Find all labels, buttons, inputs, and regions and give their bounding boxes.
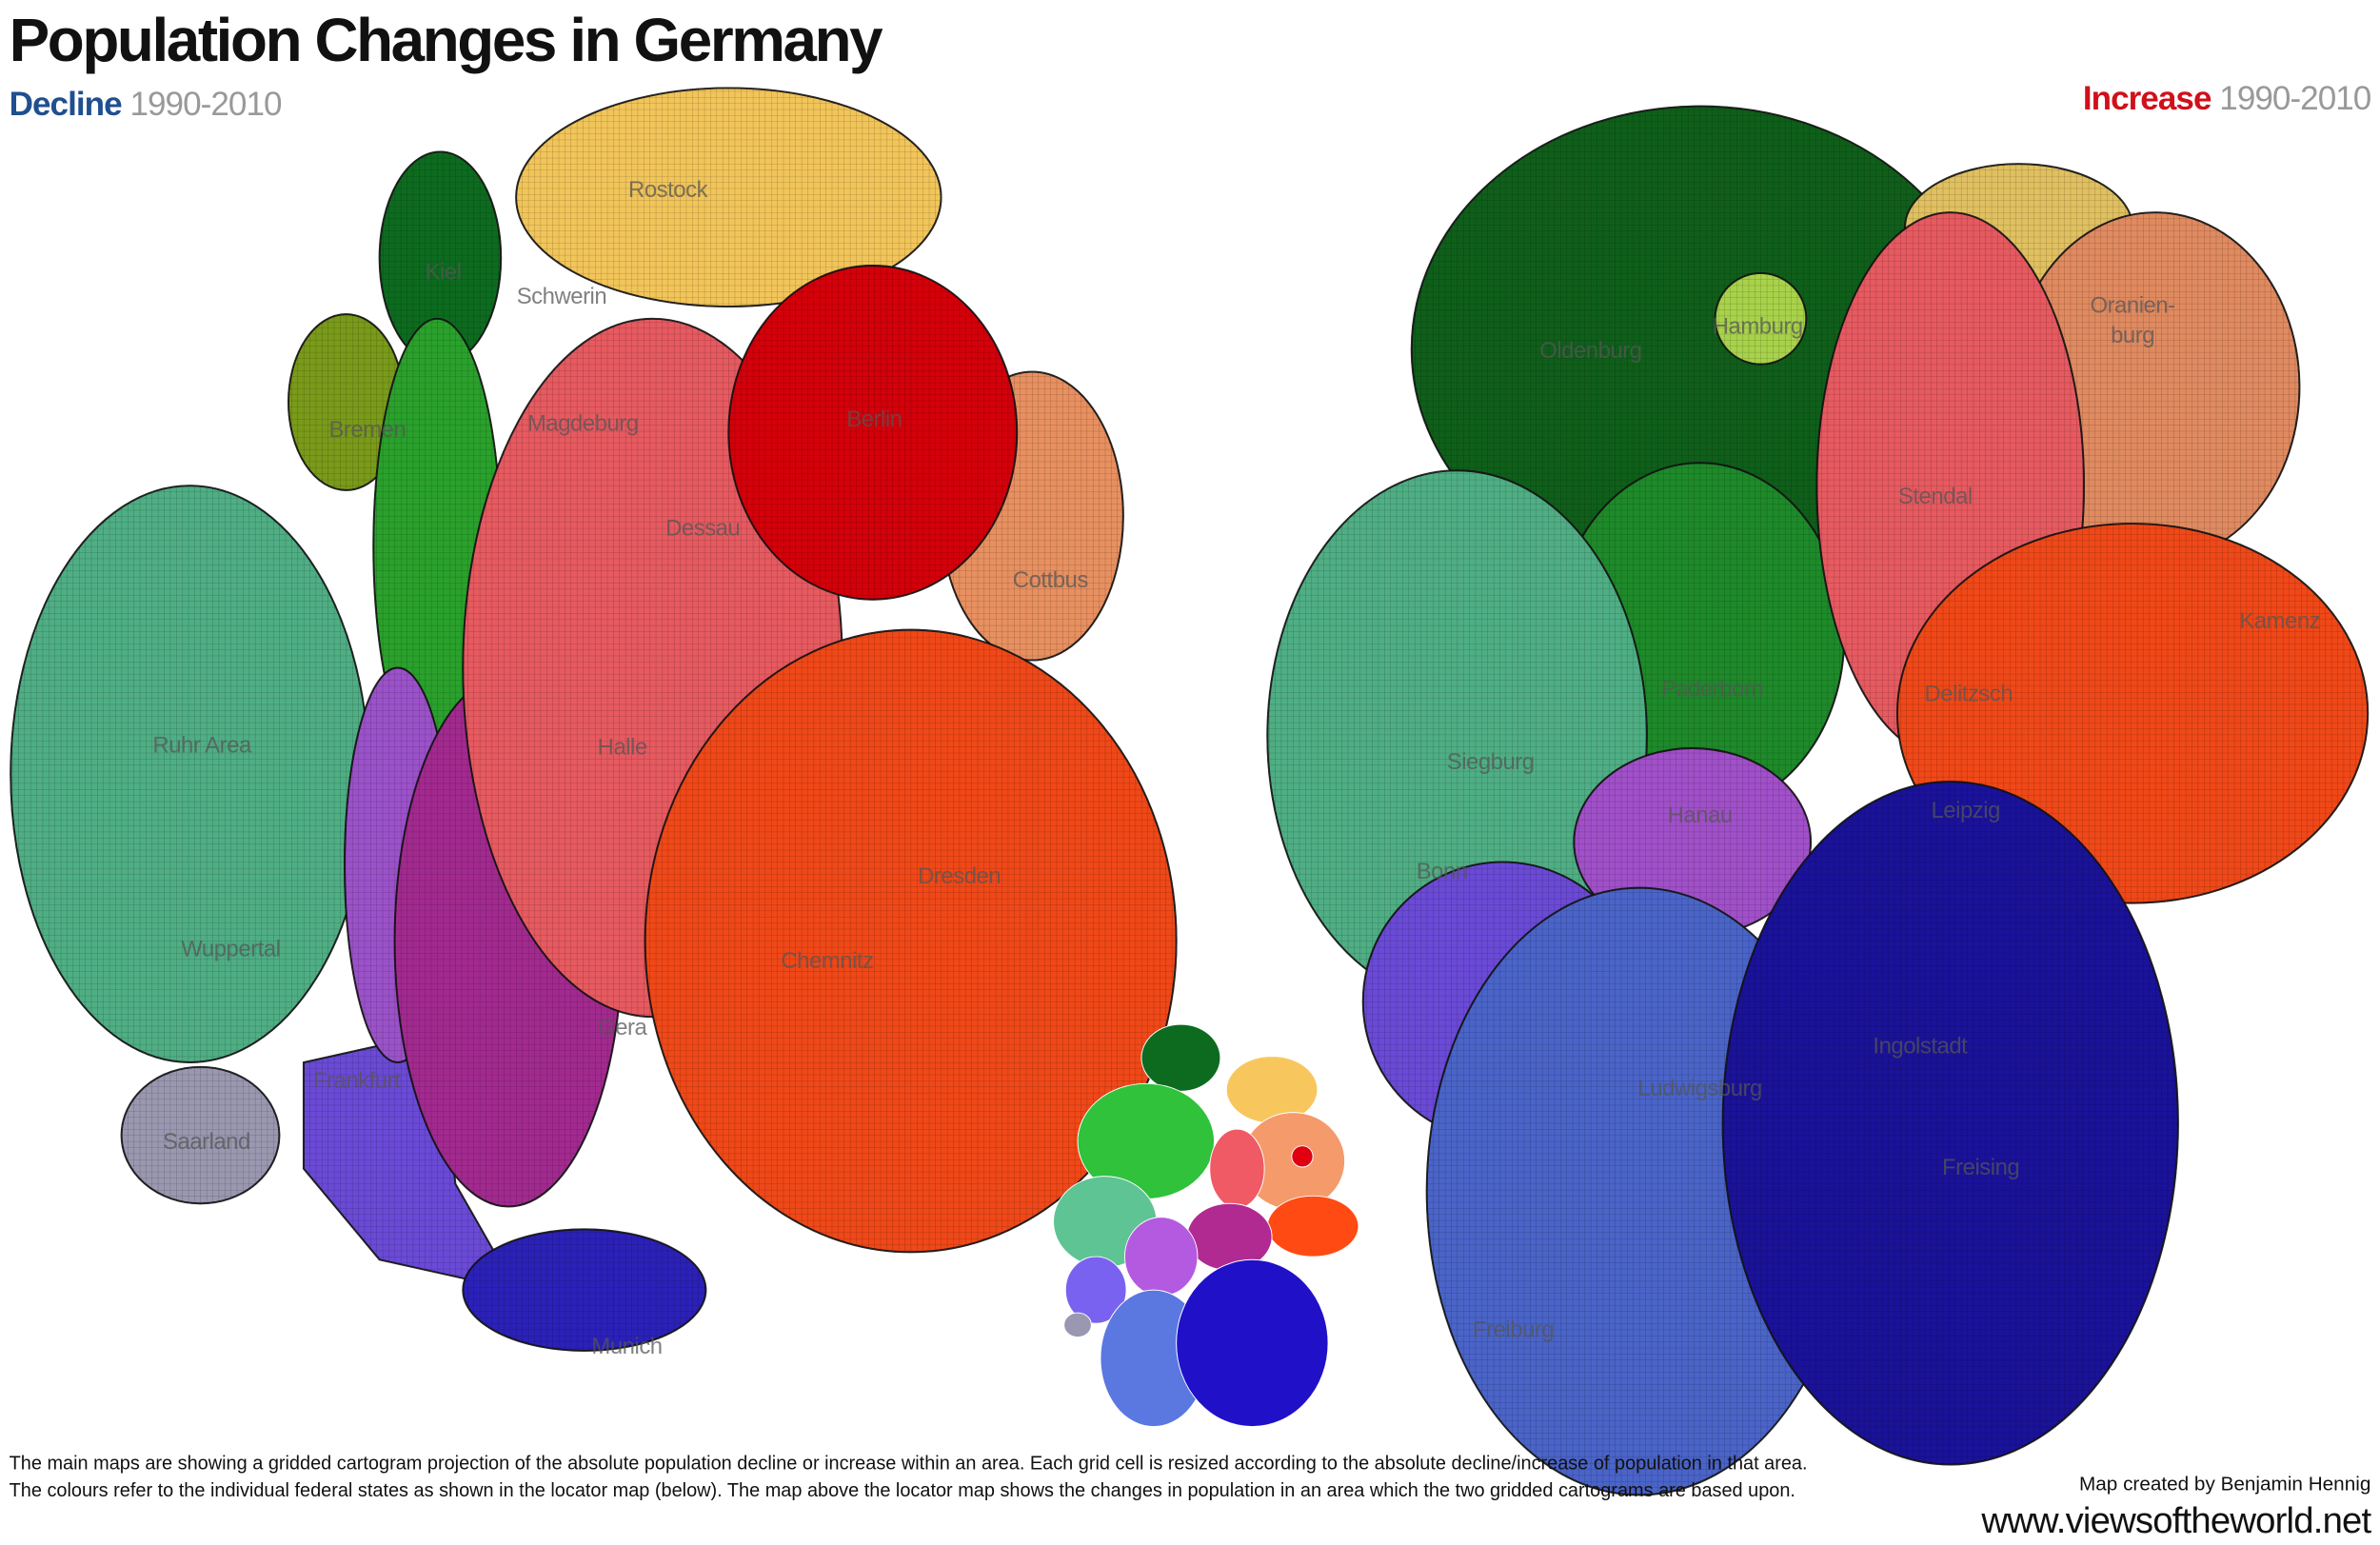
place-label: Kiel — [426, 259, 462, 285]
place-label: Oranien- — [2090, 292, 2174, 318]
place-label: Stendal — [1898, 484, 1973, 509]
place-label: Hanau — [1668, 802, 1733, 828]
place-label: Halle — [598, 734, 647, 760]
title: Population Changes in Germany — [10, 6, 884, 74]
increase-period: 1990-2010 — [2219, 80, 2371, 117]
state — [1063, 1312, 1092, 1338]
grid-texture — [10, 485, 370, 1063]
state — [1064, 1256, 1127, 1324]
grid-texture — [120, 1065, 281, 1205]
state — [1266, 1195, 1359, 1258]
place-label: Wuppertal — [181, 936, 280, 961]
place-label: burg — [2111, 323, 2154, 348]
state — [1140, 1023, 1221, 1092]
place-label: Schwerin — [517, 284, 607, 309]
locator-map — [1053, 1023, 1359, 1428]
place-label: Berlin — [846, 406, 902, 432]
place-label: Saarland — [163, 1129, 250, 1155]
place-label: Ludwigsburg — [1638, 1076, 1762, 1101]
place-label: Frankfurt — [313, 1068, 401, 1094]
place-label: Ruhr Area — [152, 733, 252, 759]
increase-label: Increase — [2083, 80, 2211, 117]
place-label: Bonn — [1417, 859, 1468, 884]
place-label: Rostock — [628, 177, 708, 203]
place-label: Paderborn — [1661, 677, 1763, 703]
place-label: Freiburg — [1473, 1317, 1554, 1343]
decline-cartogram — [10, 87, 1178, 1352]
decline-heading: Decline 1990-2010 — [10, 86, 282, 123]
place-label: Chemnitz — [781, 948, 873, 974]
place-label: Dresden — [918, 863, 1001, 889]
state — [1123, 1217, 1199, 1297]
place-labels: Rostock Kiel Schwerin Bremen Magdeburg Berlin… — [152, 177, 2320, 1359]
state — [1291, 1145, 1314, 1168]
credit-author: Map created by Benjamin Hennig — [2079, 1474, 2370, 1495]
place-label: Gera — [598, 1015, 647, 1040]
decline-period: 1990-2010 — [129, 86, 282, 123]
place-label: Kamenz — [2239, 608, 2320, 634]
footnote: The colours refer to the individual fede… — [10, 1480, 1795, 1501]
grid-texture — [644, 628, 1178, 1254]
place-label: Dessau — [665, 516, 740, 542]
grid-texture — [462, 1228, 707, 1352]
place-label: Magdeburg — [527, 411, 639, 437]
place-label: Cottbus — [1013, 567, 1089, 593]
increase-heading: Increase 1990-2010 — [2083, 80, 2371, 117]
grid-texture — [1721, 781, 2179, 1466]
place-label: Siegburg — [1447, 749, 1535, 775]
state — [1209, 1128, 1265, 1209]
place-label: Oldenburg — [1539, 338, 1641, 364]
grid-texture — [515, 87, 942, 308]
increase-cartogram — [1266, 105, 2370, 1496]
place-label: Munich — [591, 1334, 662, 1359]
place-label: Freising — [1942, 1155, 2019, 1180]
place-label: Hamburg — [1713, 314, 1803, 340]
place-label: Delitzsch — [1925, 682, 2013, 707]
grid-texture — [1714, 272, 1808, 366]
grid-texture — [727, 265, 1019, 601]
place-label: Bremen — [328, 417, 406, 443]
footnote: The main maps are showing a gridded cart… — [10, 1453, 1808, 1474]
place-label: Ingolstadt — [1873, 1033, 1968, 1059]
credit-url: www.viewsoftheworld.net — [1980, 1500, 2371, 1541]
place-label: Leipzig — [1931, 798, 1999, 823]
decline-label: Decline — [10, 86, 122, 123]
state — [1176, 1258, 1329, 1428]
